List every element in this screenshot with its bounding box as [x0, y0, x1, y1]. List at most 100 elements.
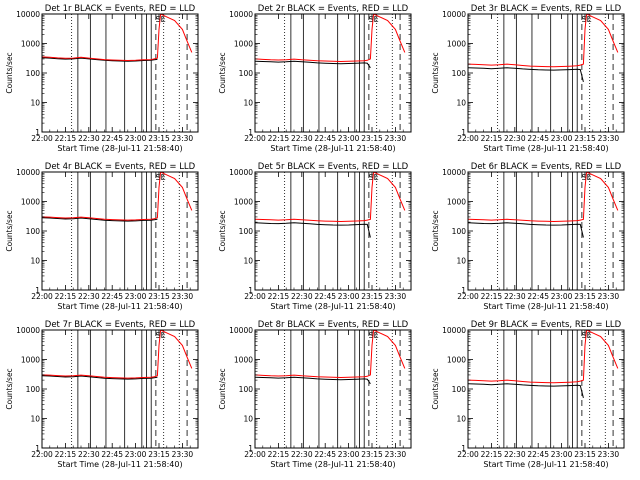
y-tick-label: 1000 — [234, 356, 253, 365]
x-tick-label: 23:30 — [172, 450, 194, 459]
y-tick-label: 10 — [30, 415, 40, 424]
y-axis-label: Counts/sec — [218, 368, 227, 409]
y-tick-label: 1 — [461, 444, 466, 453]
x-tick-label: 22:45 — [314, 450, 336, 459]
events-series-line — [255, 60, 371, 69]
y-tick-label: 10 — [30, 257, 40, 266]
y-tick-label: 10000 — [16, 10, 40, 19]
x-tick-label: 22:30 — [504, 134, 526, 143]
y-tick-label: 1000 — [21, 40, 40, 49]
y-tick-label: 10000 — [16, 168, 40, 177]
panel-title: Det 9r BLACK = Events, RED = LLD — [471, 320, 622, 330]
x-axis-label: Start Time (28-Jul-11 21:58:40) — [483, 302, 608, 311]
y-tick-label: 1000 — [447, 40, 466, 49]
x-tick-label: 22:00 — [457, 134, 479, 143]
y-tick-label: 10000 — [442, 168, 466, 177]
x-tick-label: 22:45 — [527, 450, 549, 459]
x-tick-label: 22:00 — [457, 450, 479, 459]
y-tick-label: 10 — [243, 257, 253, 266]
x-tick-label: 23:30 — [598, 450, 620, 459]
x-tick-label: 23:00 — [551, 450, 573, 459]
y-axis-label: Counts/sec — [218, 52, 227, 93]
x-tick-label: 22:00 — [244, 292, 266, 301]
x-tick-label: 22:15 — [481, 450, 503, 459]
x-tick-label: 22:30 — [78, 134, 100, 143]
x-tick-label: 22:15 — [55, 134, 77, 143]
y-tick-label: 10 — [243, 99, 253, 108]
lld-series-line — [255, 14, 406, 63]
x-tick-label: 22:00 — [31, 450, 53, 459]
y-tick-label: 10000 — [442, 326, 466, 335]
y-axis-label: Counts/sec — [5, 368, 14, 409]
x-tick-label: 23:30 — [598, 134, 620, 143]
panel-title: Det 2r BLACK = Events, RED = LLD — [258, 4, 409, 14]
x-axis-label: Start Time (28-Jul-11 21:58:40) — [270, 144, 395, 153]
y-tick-label: 10000 — [442, 10, 466, 19]
plot-frame — [254, 13, 412, 133]
panel-title: Det 8r BLACK = Events, RED = LLD — [258, 320, 409, 330]
x-tick-label: 23:00 — [338, 450, 360, 459]
x-axis-label: Start Time (28-Jul-11 21:58:40) — [483, 144, 608, 153]
marker-annotation: SE — [155, 331, 165, 340]
lld-series-line — [42, 330, 193, 379]
x-tick-label: 22:15 — [268, 450, 290, 459]
x-tick-label: 22:30 — [291, 450, 313, 459]
x-axis-label: Start Time (28-Jul-11 21:58:40) — [57, 460, 182, 469]
x-tick-label: 22:00 — [244, 450, 266, 459]
y-axis-label: Counts/sec — [431, 210, 440, 251]
x-tick-label: 23:00 — [338, 292, 360, 301]
marker-annotation: SE — [581, 331, 591, 340]
y-tick-label: 10 — [30, 99, 40, 108]
x-tick-label: 23:30 — [385, 134, 407, 143]
x-tick-label: 22:30 — [504, 292, 526, 301]
y-axis-label: Counts/sec — [431, 52, 440, 93]
x-tick-label: 22:45 — [101, 292, 123, 301]
lld-series-line — [255, 330, 406, 379]
y-axis-label: Counts/sec — [5, 210, 14, 251]
x-tick-label: 23:15 — [574, 292, 596, 301]
panel-title: Det 7r BLACK = Events, RED = LLD — [45, 320, 196, 330]
y-axis-label: Counts/sec — [5, 52, 14, 93]
x-tick-label: 22:15 — [55, 292, 77, 301]
x-tick-label: 23:15 — [574, 450, 596, 459]
y-tick-label: 1 — [248, 286, 253, 295]
events-series-line — [42, 217, 158, 222]
events-series-line — [468, 222, 584, 238]
plot-frame — [41, 329, 199, 449]
lld-series-line — [468, 14, 619, 68]
x-axis-label: Start Time (28-Jul-11 21:58:40) — [270, 302, 395, 311]
y-tick-label: 100 — [26, 69, 41, 78]
x-tick-label: 22:30 — [78, 450, 100, 459]
x-tick-label: 23:00 — [551, 292, 573, 301]
plot-frame — [467, 171, 625, 291]
x-tick-label: 22:00 — [31, 292, 53, 301]
y-tick-label: 10 — [456, 99, 466, 108]
y-tick-label: 1000 — [447, 198, 466, 207]
x-tick-label: 22:30 — [504, 450, 526, 459]
events-series-line — [42, 57, 158, 62]
y-tick-label: 1 — [248, 444, 253, 453]
y-tick-label: 10 — [243, 415, 253, 424]
x-tick-label: 22:30 — [291, 134, 313, 143]
plot-frame — [41, 171, 199, 291]
y-tick-label: 10000 — [16, 326, 40, 335]
x-tick-label: 23:15 — [574, 134, 596, 143]
y-tick-label: 100 — [452, 69, 467, 78]
x-tick-label: 22:45 — [314, 134, 336, 143]
panel-title: Det 3r BLACK = Events, RED = LLD — [471, 4, 622, 14]
y-tick-label: 1000 — [21, 356, 40, 365]
x-axis-label: Start Time (28-Jul-11 21:58:40) — [483, 460, 608, 469]
x-axis-label: Start Time (28-Jul-11 21:58:40) — [57, 302, 182, 311]
y-tick-label: 1 — [461, 128, 466, 137]
x-tick-label: 22:15 — [55, 450, 77, 459]
y-tick-label: 100 — [452, 227, 467, 236]
x-tick-label: 22:30 — [291, 292, 313, 301]
x-tick-label: 23:15 — [148, 292, 170, 301]
x-tick-label: 22:15 — [268, 292, 290, 301]
x-tick-label: 23:15 — [361, 134, 383, 143]
y-tick-label: 100 — [239, 69, 254, 78]
y-tick-label: 100 — [239, 227, 254, 236]
